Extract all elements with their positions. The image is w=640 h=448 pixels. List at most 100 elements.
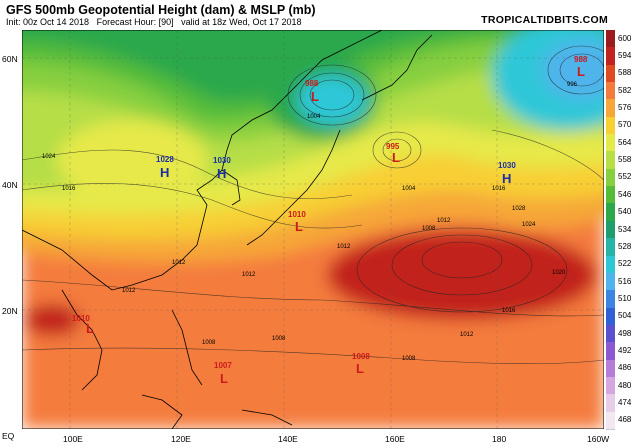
- isobar-5: [547, 45, 604, 95]
- lon-label-120e: 120E: [171, 434, 191, 444]
- colorbar-swatch: [606, 290, 615, 309]
- colorbar-tick-label: 558: [618, 155, 632, 165]
- colorbar-swatch: [606, 272, 615, 292]
- colorbar-swatch: [606, 255, 615, 274]
- colorbar-tick-label: 588: [618, 68, 632, 78]
- isobar-label: 1008: [402, 356, 416, 362]
- high-symbol: H: [217, 166, 226, 181]
- center-value: 988: [305, 79, 319, 88]
- isobar-13: [22, 279, 604, 317]
- isobar-label: 1012: [242, 272, 256, 278]
- center-value: 1008: [352, 352, 370, 361]
- colorbar-swatch: [606, 186, 615, 205]
- colorbar-swatch: [606, 82, 615, 101]
- low-core-east: [542, 40, 604, 100]
- high-center: 1030 H: [213, 156, 231, 181]
- colorbar-tick-label: 594: [618, 51, 632, 61]
- coastline-asia: [22, 30, 383, 291]
- low-center: 1010 L: [72, 314, 94, 336]
- coastline-indochina: [61, 289, 103, 391]
- colorbar-swatch: [606, 99, 615, 118]
- isobar-10: [356, 227, 568, 313]
- lat-label-40n: 40N: [2, 180, 18, 190]
- low-core-west: [297, 75, 367, 125]
- lat-label-eq: EQ: [2, 431, 15, 441]
- low-symbol: L: [311, 89, 319, 104]
- colorbar-swatch: [606, 411, 615, 430]
- colorbar-swatch: [606, 342, 615, 361]
- isobar-label: 1008: [272, 336, 286, 342]
- ridge-west: [57, 120, 207, 200]
- colorbar-swatch: [606, 168, 615, 188]
- colorbar-tick-label: 582: [618, 85, 632, 95]
- low-symbol: L: [392, 150, 400, 165]
- center-value: 1010: [288, 210, 306, 219]
- lon-label-160w: 160W: [587, 434, 610, 444]
- isobar-label: 1008: [202, 340, 216, 346]
- isobar-label: 1020: [552, 270, 566, 276]
- colorbar-tick-label: 522: [618, 259, 632, 269]
- coastline-japan: [246, 129, 341, 246]
- isobar-label: 1028: [512, 206, 526, 212]
- colorbar-swatch: [606, 238, 615, 257]
- coastline-newguinea: [241, 409, 293, 426]
- colorbar-swatch: [606, 359, 615, 378]
- valid-time: valid at 18z Wed, Oct 17 2018: [181, 17, 302, 27]
- isobar-1: [309, 79, 355, 111]
- colorbar-tick-label: 480: [618, 380, 632, 390]
- high-pacific: [327, 230, 597, 320]
- high-center: 1028 H: [156, 155, 174, 180]
- brand-logo: TROPICALTIDBITS.COM: [481, 14, 608, 26]
- center-value: 1030: [213, 156, 231, 165]
- colorbar-swatch: [606, 64, 615, 84]
- init-time: Init: 00z Oct 14 2018: [6, 17, 90, 27]
- center-value: 1030: [498, 161, 516, 170]
- colorbar-swatch: [606, 376, 615, 396]
- isobar-14: [22, 347, 604, 365]
- isobar-label: 996: [567, 82, 578, 88]
- high-asia: [24, 304, 80, 336]
- isobar-label: 1012: [122, 288, 136, 294]
- colorbar-swatch: [606, 394, 615, 413]
- colorbar-tick-label: 564: [618, 137, 632, 147]
- low-symbol: L: [86, 321, 94, 336]
- colorbar-swatch: [606, 30, 615, 49]
- isobar-4: [559, 53, 604, 87]
- colorbar-tick-label: 528: [618, 241, 632, 251]
- isobar-6: [382, 138, 412, 162]
- colorbar-tick-label: 570: [618, 120, 632, 130]
- lat-label-60n: 60N: [2, 54, 18, 64]
- colorbar-tick-label: 600: [618, 33, 632, 43]
- low-symbol: L: [577, 64, 585, 79]
- colorbar-tick-label: 474: [618, 397, 632, 407]
- low-symbol: L: [295, 219, 303, 234]
- isobar-label: 1012: [437, 218, 451, 224]
- low-center: 988 L: [574, 55, 588, 79]
- isobar-label: 1024: [522, 222, 536, 228]
- colorbar-tick-label: 540: [618, 207, 632, 217]
- isobar-label: 1004: [307, 114, 321, 120]
- colorbar-swatch: [606, 47, 615, 66]
- low-center: 988 L: [305, 79, 319, 104]
- high-center: 1030 H: [498, 161, 516, 186]
- isobar-3: [287, 64, 377, 126]
- colorbar-tick-label: 516: [618, 276, 632, 286]
- isobar-label: 1016: [492, 186, 506, 192]
- colorbar-tick-label: 576: [618, 103, 632, 113]
- high-symbol: H: [502, 171, 511, 186]
- map-canvas: 1024 1016 1012 1012 1012 1004 1008 1012 …: [22, 30, 604, 429]
- isobar-15: [491, 129, 604, 181]
- center-value: 1007: [214, 361, 232, 370]
- coastline-kamchatka: [361, 34, 433, 101]
- low-center: 1008 L: [352, 352, 370, 376]
- coastline-korea: [221, 169, 241, 206]
- center-value: 995: [386, 142, 400, 151]
- colorbar-tick-label: 468: [618, 415, 632, 425]
- isobar-label: 1008: [422, 226, 436, 232]
- lat-label-20n: 20N: [2, 306, 18, 316]
- isobar-9: [391, 234, 533, 296]
- low-center: 1007 L: [214, 361, 232, 386]
- isobar-label: 1016: [502, 308, 516, 314]
- band-546: [22, 30, 499, 102]
- center-value: 1028: [156, 155, 174, 164]
